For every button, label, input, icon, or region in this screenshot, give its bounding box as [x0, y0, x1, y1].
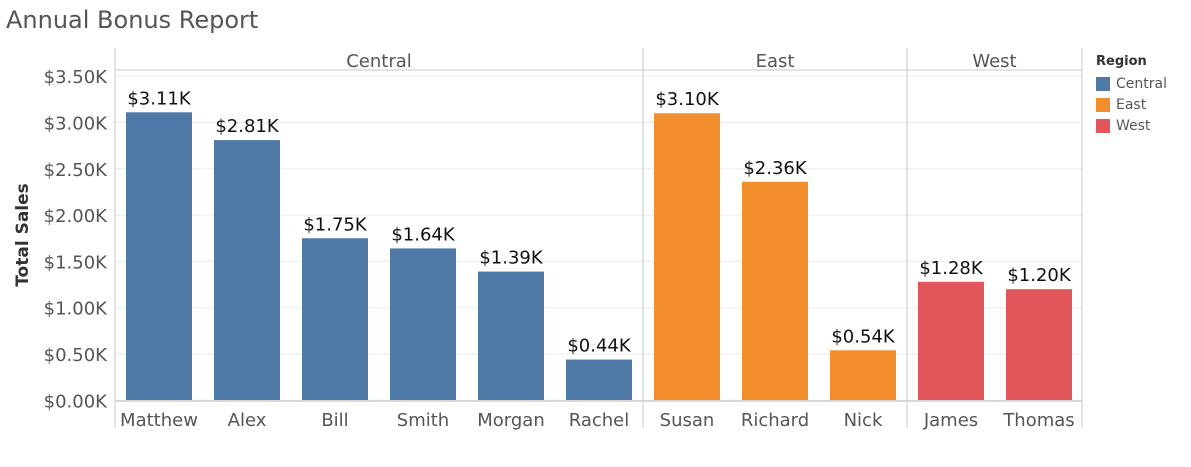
bar-nick[interactable]	[830, 350, 896, 400]
data-label: $2.36K	[743, 158, 808, 179]
legend-swatch-central	[1096, 76, 1110, 91]
x-tick-label: Morgan	[477, 410, 545, 431]
x-tick-label: James	[923, 410, 978, 431]
data-label: $2.81K	[215, 116, 280, 137]
bar-matthew[interactable]	[126, 112, 192, 401]
bar-james[interactable]	[918, 281, 984, 400]
data-label: $1.39K	[479, 248, 544, 269]
data-label: $1.28K	[919, 258, 984, 279]
bar-thomas[interactable]	[1006, 289, 1072, 400]
legend-item-west[interactable]: West	[1096, 115, 1167, 136]
data-label: $3.11K	[127, 88, 192, 109]
y-tick-label: $0.50K	[44, 345, 109, 366]
panel-header-east: East	[756, 51, 795, 72]
legend-item-east[interactable]: East	[1096, 94, 1167, 115]
x-tick-label: Alex	[228, 410, 267, 431]
y-tick-label: $1.50K	[44, 252, 109, 273]
x-tick-label: Susan	[660, 410, 715, 431]
y-tick-label: $2.00K	[44, 206, 109, 227]
legend-item-central[interactable]: Central	[1096, 73, 1167, 94]
legend-title: Region	[1096, 54, 1147, 69]
data-label: $1.64K	[391, 224, 456, 245]
y-tick-label: $0.00K	[44, 391, 109, 412]
legend-label-central: Central	[1116, 75, 1167, 92]
data-label: $0.44K	[567, 336, 632, 357]
bar-alex[interactable]	[214, 140, 280, 400]
x-tick-label: Bill	[321, 410, 348, 431]
legend-swatch-west	[1096, 118, 1110, 133]
y-axis-title: Total Sales	[13, 183, 33, 287]
legend: Region Central East West	[1096, 54, 1167, 136]
x-tick-label: Rachel	[569, 410, 630, 431]
bar-richard[interactable]	[742, 181, 808, 400]
legend-swatch-east	[1096, 97, 1110, 112]
y-tick-label: $1.00K	[44, 299, 109, 320]
bar-rachel[interactable]	[566, 359, 632, 400]
x-tick-label: Thomas	[1002, 410, 1074, 431]
bar-morgan[interactable]	[478, 271, 544, 400]
x-tick-label: Smith	[397, 410, 449, 431]
panel-header-west: West	[972, 51, 1016, 72]
bar-bill[interactable]	[302, 238, 368, 400]
bar-smith[interactable]	[390, 248, 456, 400]
x-tick-label: Richard	[741, 410, 809, 431]
data-label: $3.10K	[655, 89, 720, 110]
y-tick-label: $3.50K	[44, 67, 109, 88]
x-tick-label: Nick	[844, 410, 883, 431]
data-label: $1.20K	[1007, 265, 1072, 286]
legend-label-west: West	[1116, 117, 1151, 134]
legend-label-east: East	[1116, 96, 1147, 113]
x-tick-label: Matthew	[120, 410, 198, 431]
data-label: $0.54K	[831, 326, 896, 347]
y-tick-label: $3.00K	[44, 114, 109, 135]
data-label: $1.75K	[303, 214, 368, 235]
panel-header-central: Central	[346, 51, 412, 72]
y-tick-label: $2.50K	[44, 160, 109, 181]
bar-susan[interactable]	[654, 113, 720, 401]
chart-title: Annual Bonus Report	[6, 6, 259, 34]
